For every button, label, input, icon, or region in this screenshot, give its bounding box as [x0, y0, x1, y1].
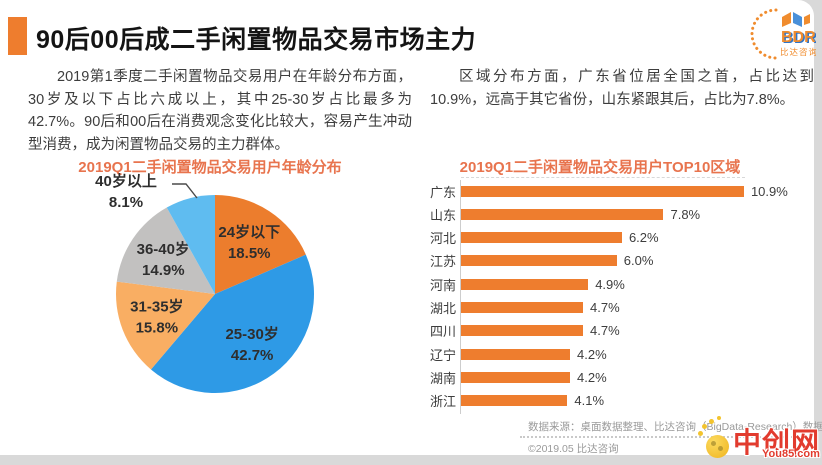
bar-chart-title: 2019Q1二手闲置物品交易用户TOP10区域	[459, 159, 741, 176]
pie-chart-title: 2019Q1二手闲置物品交易用户年龄分布	[78, 159, 342, 176]
bar-category-label: 江苏	[429, 254, 456, 270]
bar-value-label: 7.8%	[670, 206, 701, 222]
bar-row-湖北: 湖北 4.7%	[424, 296, 814, 319]
bar-row-四川: 四川 4.7%	[424, 319, 814, 342]
logo-name: 比达咨询	[780, 47, 816, 57]
bar-category-label: 河北	[429, 231, 456, 247]
bar-rect-浙江	[461, 395, 568, 407]
bar-category-label: 湖南	[429, 370, 456, 386]
bar-row-湖南: 湖南 4.2%	[424, 366, 814, 389]
bar-rect-河北	[461, 232, 622, 244]
bdr-logo: BDR BDR 比达咨询	[750, 8, 817, 60]
bar-category-label: 四川	[429, 324, 456, 340]
pie-label-40岁以上: 40岁以上 8.1%	[95, 172, 157, 211]
watermark-dot	[717, 416, 721, 420]
bar-row-辽宁: 辽宁 4.2%	[424, 342, 814, 365]
watermark-dot	[709, 419, 714, 424]
intro-paragraph-age: 2019第1季度二手闲置物品交易用户在年龄分布方面，30岁及以下占比六成以上，其…	[28, 69, 412, 153]
pie-label-24岁以下: 24岁以下 18.5%	[218, 223, 280, 262]
pie-leader-line	[172, 183, 198, 199]
bar-category-label: 浙江	[429, 394, 456, 410]
watermark-ball-seed	[718, 446, 723, 451]
bar-row-山东: 山东 7.8%	[424, 203, 814, 226]
bar-category-label: 辽宁	[429, 347, 456, 363]
pie-slice-36-40岁	[116, 207, 215, 294]
bar-axis-line	[460, 180, 461, 414]
pie-slice-25-30岁	[150, 254, 314, 393]
logo-abbr-shadow: BDR	[783, 30, 817, 47]
bar-rect-湖南	[461, 371, 571, 383]
watermark-site-url: You85.com	[762, 448, 820, 460]
bar-category-label: 湖北	[429, 300, 456, 316]
bar-row-浙江: 浙江 4.1%	[424, 389, 814, 412]
intro-paragraph-region: 区域分布方面，广东省位居全国之首，占比达到10.9%，远高于其它省份，山东紧跟其…	[430, 69, 814, 108]
bar-chart: 广东 10.9% 山东 7.8% 河北 6.2% 江苏 6.0% 河南 4.9% 湖北 4.7% 四川 4…	[424, 177, 814, 416]
bar-rect-山东	[461, 208, 664, 220]
bar-value-label: 4.7%	[590, 323, 620, 339]
footer-divider	[520, 436, 812, 438]
bar-rect-河南	[461, 278, 589, 290]
watermark-dot	[702, 424, 707, 429]
watermark-ball-seed	[711, 441, 716, 446]
bar-value-label: 6.0%	[623, 253, 654, 269]
bar-value-label: 4.2%	[577, 369, 607, 385]
bar-rect-辽宁	[461, 348, 571, 360]
bar-category-label: 广东	[429, 184, 456, 200]
pie-label-25-30岁: 25-30岁 42.7%	[225, 325, 278, 364]
pie-label-36-40岁: 36-40岁 14.9%	[137, 240, 190, 279]
pie-slice-40岁以上	[166, 195, 215, 294]
bar-value-label: 4.7%	[590, 299, 620, 315]
watermark-site-name: 中创网	[733, 427, 821, 458]
watermark-dot	[698, 431, 703, 436]
bar-value-label: 4.2%	[577, 346, 607, 362]
pie-label-31-35岁: 31-35岁 15.8%	[130, 298, 183, 337]
title-accent-bar	[8, 17, 27, 55]
logo-dotted-arc	[750, 8, 778, 60]
watermark-ball-icon	[706, 435, 729, 458]
pie-slice-31-35岁	[116, 281, 215, 370]
logo-shape-orange-2	[804, 14, 810, 25]
logo-abbr: BDR	[781, 29, 816, 46]
bar-rect-四川	[461, 325, 583, 337]
bar-row-河北: 河北 6.2%	[424, 226, 814, 249]
bar-rect-江苏	[461, 255, 617, 267]
bar-row-河南: 河南 4.9%	[424, 273, 814, 296]
bar-row-江苏: 江苏 6.0%	[424, 249, 814, 272]
bar-value-label: 4.9%	[595, 276, 625, 292]
page-title: 90后00后成二手闲置物品交易市场主力	[36, 26, 477, 54]
logo-shape-orange	[782, 12, 791, 27]
bar-rect-广东	[461, 185, 744, 197]
logo-shape-blue	[793, 12, 802, 27]
bar-value-label: 6.2%	[628, 230, 659, 246]
bar-row-广东: 广东 10.9%	[424, 179, 814, 202]
bar-rect-湖北	[461, 301, 583, 313]
footer-source: 数据来源：桌面数据整理、比达咨询（BigData-Research）数据中心	[528, 421, 822, 433]
footer-copyright: ©2019.05 比达咨询	[528, 443, 619, 455]
bar-category-label: 山东	[429, 207, 456, 223]
bar-value-label: 10.9%	[750, 183, 788, 199]
watermark: 中创网 You85.com	[692, 415, 820, 465]
bar-category-label: 河南	[429, 277, 456, 293]
bar-value-label: 4.1%	[574, 393, 605, 409]
pie-chart: 24岁以下 18.5% 25-30岁 42.7% 31-35岁 15.8% 36-40岁 14…	[95, 172, 314, 393]
bar-top-gridline	[461, 177, 745, 178]
pie-slice-24岁以下	[215, 195, 306, 294]
